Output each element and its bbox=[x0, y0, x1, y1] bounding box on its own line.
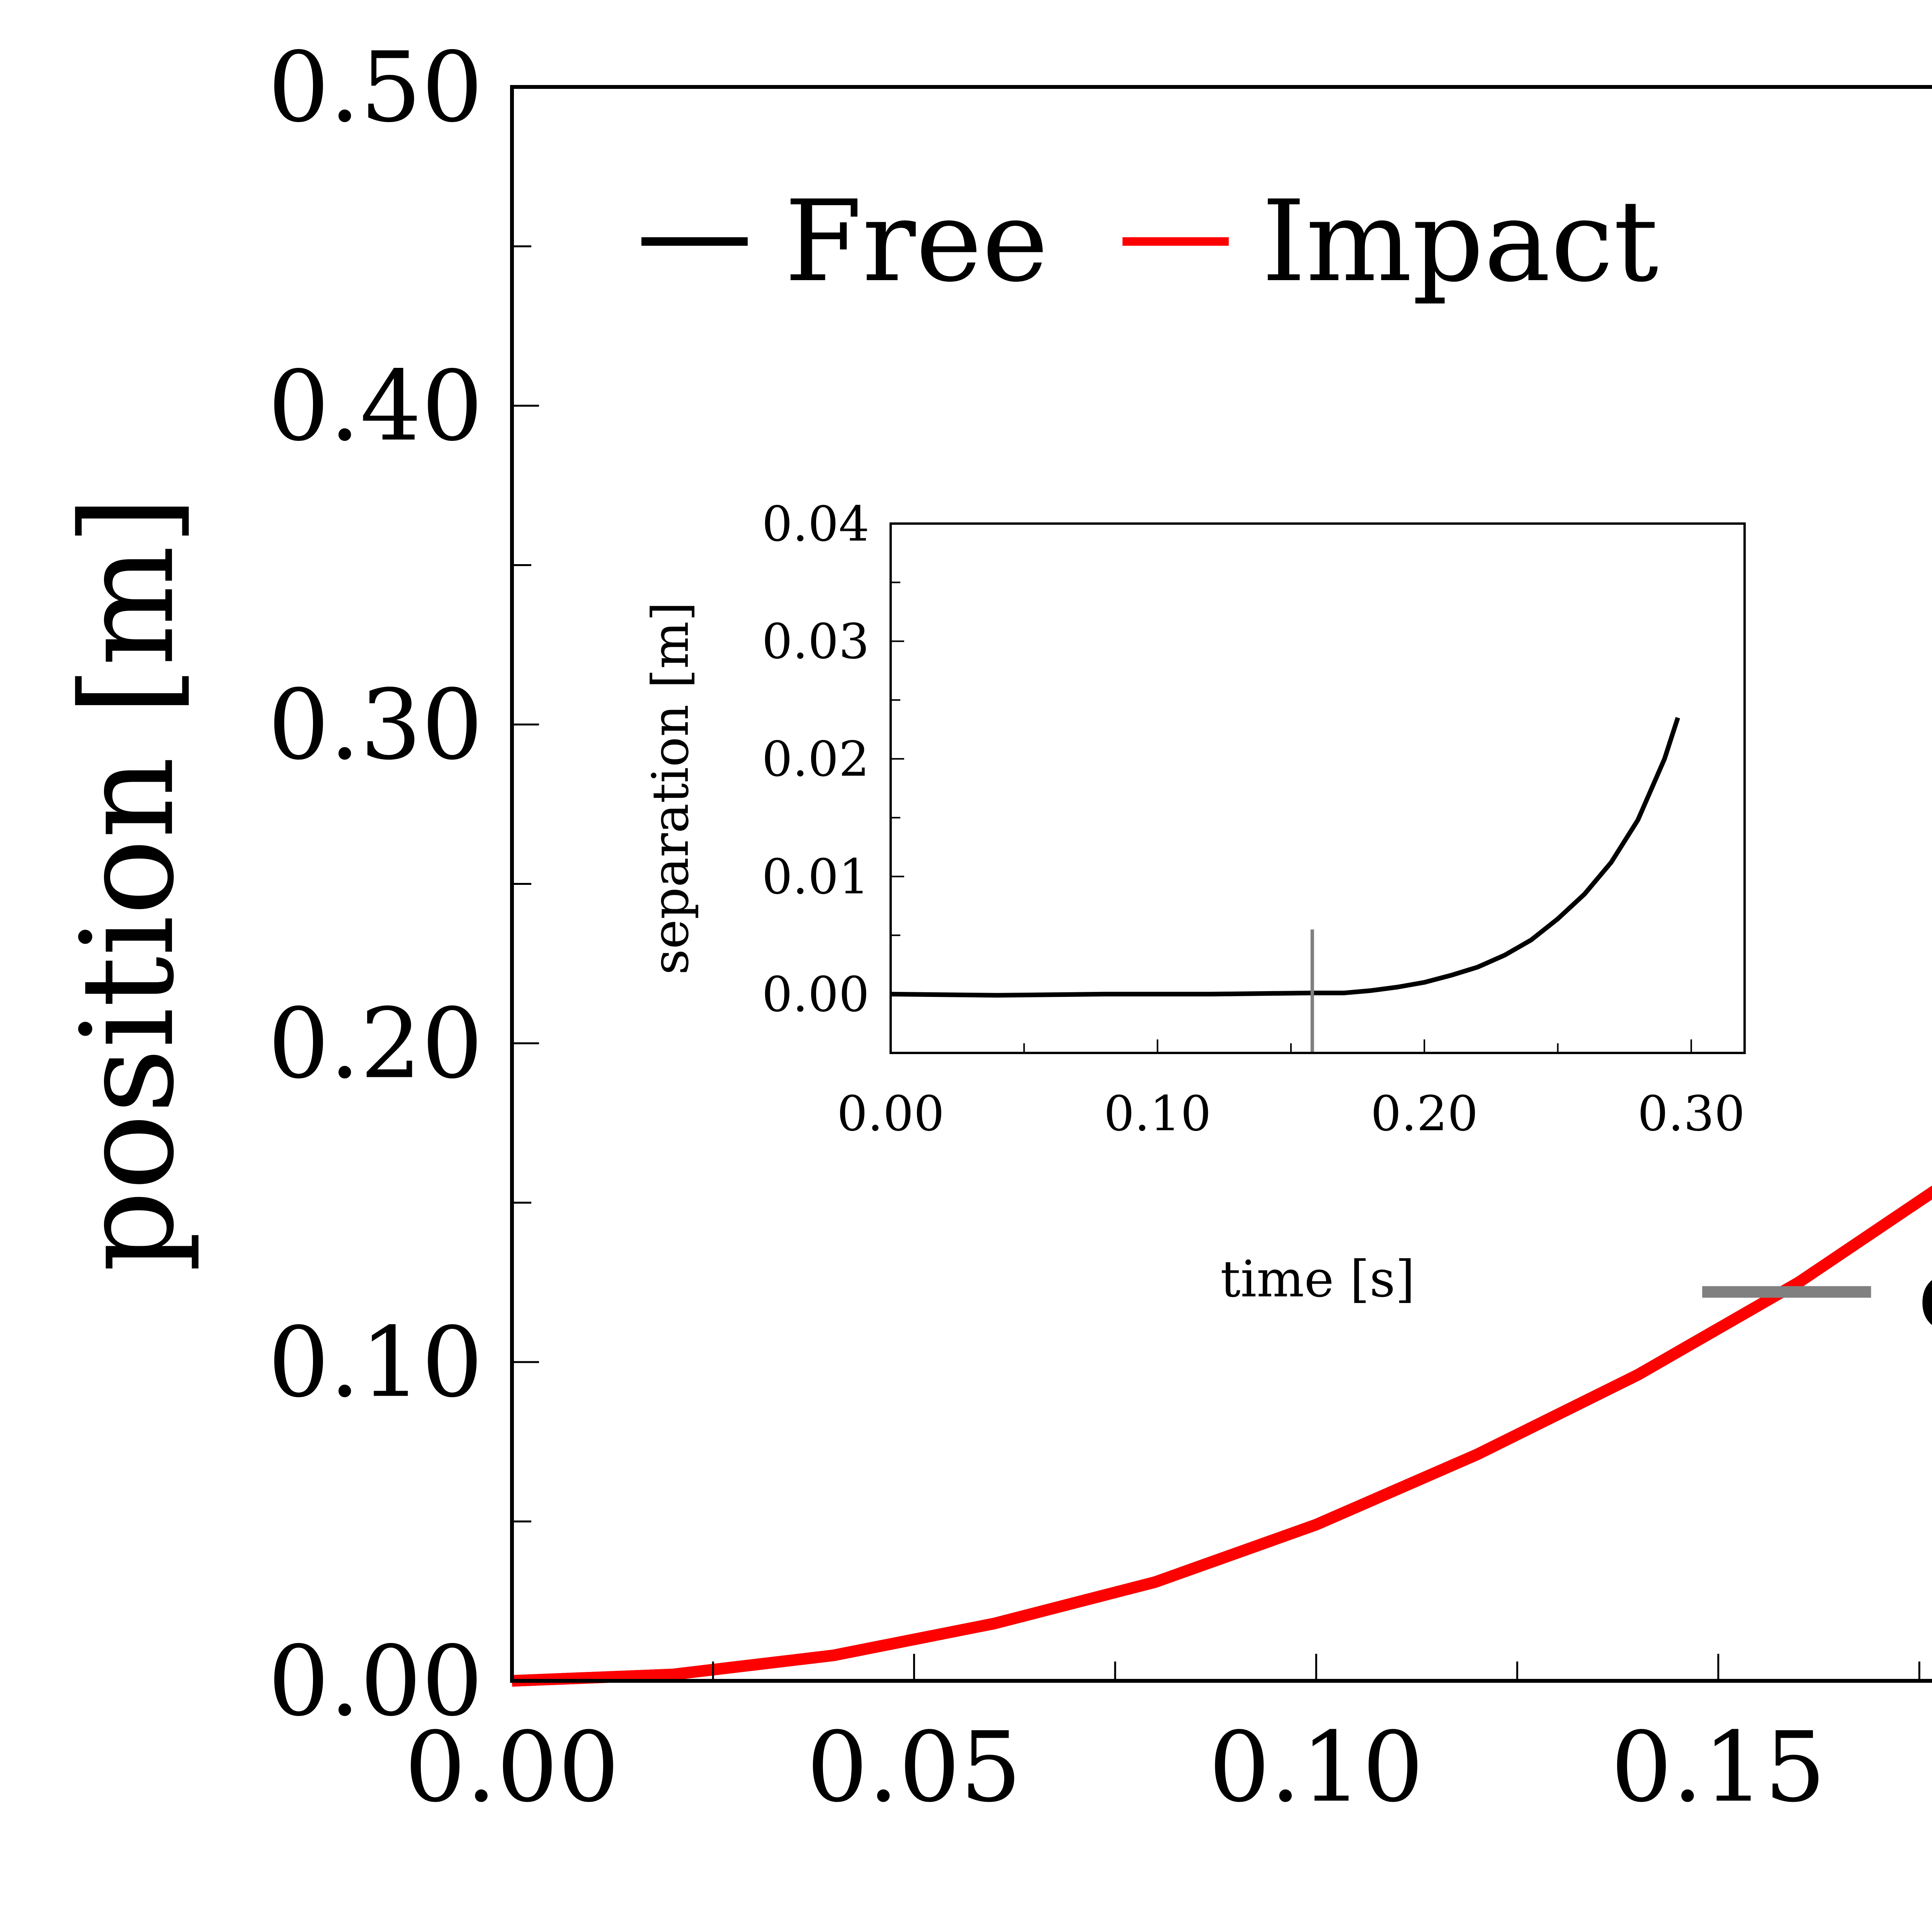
inset-y-axis-label: separation [m] bbox=[641, 602, 700, 975]
main-x-ticks bbox=[712, 1654, 1920, 1681]
main-y-axis-label: position [m] bbox=[54, 496, 202, 1272]
y-tick-label: 0.04 bbox=[762, 496, 869, 552]
y-tick-label: 0.30 bbox=[268, 669, 483, 781]
y-tick-label: 0.50 bbox=[268, 31, 483, 144]
main-curves bbox=[512, 1185, 1932, 1687]
y-tick-label: 0.00 bbox=[268, 1625, 483, 1738]
main-x-tick-labels: 0.000.050.100.150.200.250.30 bbox=[405, 1711, 1826, 1823]
main-series-impact bbox=[512, 1185, 1932, 1687]
x-tick-label: 0.00 bbox=[405, 1711, 620, 1823]
legend-label-impact: Impact bbox=[1262, 177, 1659, 307]
x-tick-label: 0.20 bbox=[1371, 1086, 1478, 1142]
x-tick-label: 0.10 bbox=[1104, 1086, 1211, 1142]
y-tick-label: 0.10 bbox=[268, 1306, 483, 1419]
inset-plot-frame bbox=[889, 522, 1746, 1054]
inset-x-axis-label: time [s] bbox=[1220, 1250, 1415, 1308]
inset-x-ticks bbox=[1023, 1039, 1692, 1053]
main-annotations: onset of deviation bbox=[1702, 1236, 1932, 1353]
onset-of-deviation-label: onset of deviation bbox=[1917, 1236, 1932, 1353]
y-tick-label: 0.20 bbox=[268, 988, 483, 1100]
y-tick-label: 0.40 bbox=[268, 350, 483, 463]
inset-series-separation bbox=[890, 717, 1680, 998]
inset-y-ticks bbox=[891, 582, 904, 995]
y-tick-label: 0.02 bbox=[762, 731, 869, 787]
x-tick-label: 0.00 bbox=[837, 1086, 944, 1142]
inset-plot: 0.00 0.10 0.20 0.30 0.00 0.01 0.02 0.03 0.04 ti… bbox=[641, 496, 1746, 1308]
x-tick-label: 0.10 bbox=[1209, 1711, 1424, 1823]
main-y-tick-labels: 0.00 0.10 0.20 0.30 0.40 0.50 bbox=[268, 31, 483, 1738]
x-tick-label: 0.15 bbox=[1611, 1711, 1826, 1823]
main-y-ticks bbox=[512, 245, 539, 1522]
legend-label-free: Free bbox=[784, 177, 1048, 307]
legend: Free Impact bbox=[641, 177, 1659, 307]
inset-curves bbox=[890, 717, 1680, 998]
legend-item-free: Free bbox=[641, 177, 1048, 307]
y-tick-label: 0.00 bbox=[762, 967, 869, 1023]
x-tick-label: 0.05 bbox=[806, 1711, 1022, 1823]
y-tick-label: 0.01 bbox=[762, 849, 869, 905]
inset-y-tick-labels: 0.00 0.01 0.02 0.03 0.04 bbox=[762, 496, 869, 1023]
inset-x-tick-labels: 0.00 0.10 0.20 0.30 bbox=[837, 1086, 1745, 1142]
y-tick-label: 0.03 bbox=[762, 614, 869, 670]
main-plot: onset of deviation 0.000.050.100.150.200… bbox=[54, 31, 1932, 1932]
x-tick-label: 0.30 bbox=[1638, 1086, 1745, 1142]
legend-item-impact: Impact bbox=[1122, 177, 1659, 307]
main-x-axis-label: time [s] bbox=[1552, 1922, 1932, 1932]
